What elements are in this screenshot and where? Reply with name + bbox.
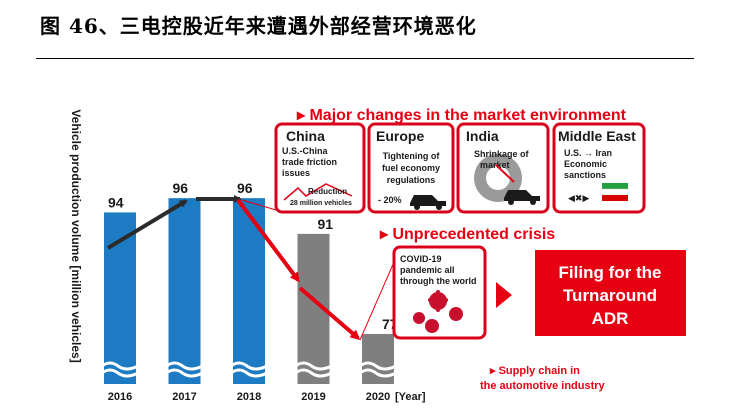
box-india-line-2: market (480, 160, 510, 170)
bar-value-label: 91 (318, 216, 334, 232)
box-china-title: China (286, 128, 325, 144)
sanction-arrows-icon: ◀✖▶ (568, 194, 589, 204)
box-india-title: India (466, 128, 499, 144)
axis-break-mark (359, 368, 397, 378)
adr-line-2: Turnaround (563, 286, 657, 305)
covid-line-1: COVID-19 (400, 254, 442, 264)
car-icon (410, 195, 446, 210)
box-middle-east-line-1: U.S. → Iran (564, 148, 612, 158)
box-europe-line-2: fuel economy (382, 163, 440, 173)
china-reduction-graph-icon (283, 183, 353, 201)
box-china-note-2: 28 million vehicles (290, 200, 352, 207)
box-middle-east-title: Middle East (558, 128, 636, 144)
box-china-line-3: issues (282, 168, 310, 178)
axis-break-mark (230, 361, 268, 371)
shrink-arrow (495, 164, 515, 183)
axis-break-mark (230, 368, 268, 378)
car-icon (504, 190, 540, 205)
bar-value-label: 96 (173, 180, 189, 196)
box-middle-east-line-2: Economic (564, 159, 607, 169)
bar-2016 (104, 212, 136, 384)
box-china-line-1: U.S.-China (282, 146, 328, 156)
x-tick-label: 2017 (172, 391, 196, 403)
title-divider (36, 58, 694, 59)
box-china-note-1: Reduction (308, 187, 347, 196)
bar-2018 (233, 198, 265, 384)
axis-break-mark (101, 361, 139, 371)
supply-note-line-1: ▸ Supply chain in (489, 365, 580, 377)
covid-line-3: through the world (400, 276, 477, 286)
x-tick-label: 2018 (237, 391, 261, 403)
box-covid: COVID-19 pandemic all through the world (392, 245, 487, 340)
axis-break-mark (294, 368, 333, 378)
adr-line-1: Filing for the (559, 263, 662, 282)
y-axis-label: Vehicle production volume [million vehic… (69, 109, 83, 362)
adr-line-3: ADR (592, 309, 629, 328)
box-middle-east: Middle East U.S. → Iran Economic sanctio… (552, 122, 646, 214)
box-india-line-1: Shrinkage of (474, 149, 530, 159)
x-tick-label: 2020 (366, 391, 390, 403)
axis-break-mark (165, 368, 204, 378)
connector-line (241, 199, 277, 211)
box-india: India Shrinkage of market (456, 122, 550, 214)
axis-break-mark (294, 361, 333, 371)
bar-2017 (168, 198, 201, 384)
trend-arrow-2018-2019 (236, 198, 300, 283)
figure-title: 图 46、三电控股近年来遭遇外部经营环境恶化 (40, 14, 477, 38)
box-europe-line-3: regulations (387, 175, 436, 185)
connector-line-crisis (359, 261, 395, 341)
box-china: China U.S.-China trade friction issues R… (274, 122, 366, 214)
axis-break-mark (165, 361, 204, 371)
axis-break-mark (359, 361, 397, 371)
box-middle-east-line-3: sanctions (564, 170, 606, 180)
axis-break-mark (101, 368, 139, 378)
x-tick-label: 2016 (108, 391, 132, 403)
box-europe: Europe Tightening of fuel economy regula… (367, 122, 455, 214)
bar-value-label: 94 (108, 194, 124, 210)
supply-note-line-2: the automotive industry (480, 380, 606, 392)
box-china-line-2: trade friction (282, 157, 337, 167)
market-section-heading: ▸ Major changes in the market environmen… (296, 107, 627, 124)
trend-arrow-2016-2017 (106, 199, 188, 250)
x-axis-year-suffix: [Year] (395, 391, 426, 403)
x-tick-label: 2019 (301, 391, 325, 403)
flow-arrow (496, 282, 512, 308)
box-europe-note: - 20% (378, 195, 402, 205)
box-europe-line-1: Tightening of (383, 151, 441, 161)
trend-arrow-2019-2020 (298, 286, 361, 340)
box-europe-title: Europe (376, 128, 424, 144)
virus-icon (413, 290, 463, 333)
covid-line-2: pandemic all (400, 265, 455, 275)
adr-box: Filing for the Turnaround ADR (535, 250, 686, 336)
iran-flag-icon (601, 183, 629, 201)
bar-value-label: 96 (237, 180, 253, 196)
crisis-section-heading: ▸ Unprecedented crisis (379, 226, 555, 243)
